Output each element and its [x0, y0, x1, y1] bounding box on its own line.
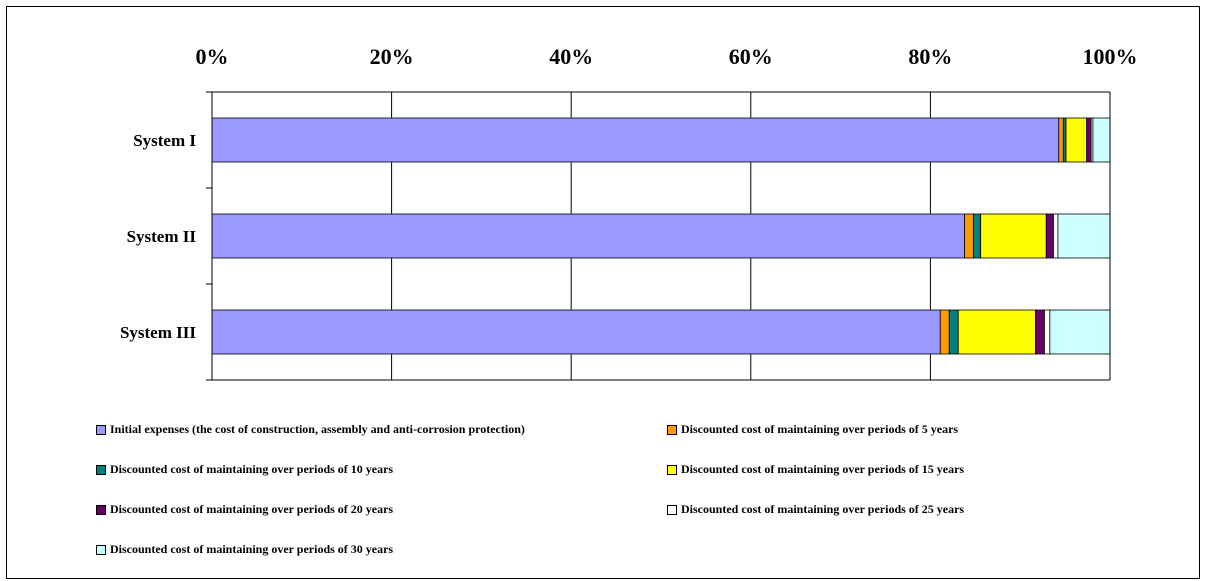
- bar-segment: [1049, 309, 1111, 355]
- x-tick-label: 100%: [1083, 44, 1138, 69]
- bar-segment: [939, 309, 950, 355]
- bar-segment: [1035, 309, 1045, 355]
- x-tick-label: 0%: [196, 44, 229, 69]
- x-tick-label: 60%: [729, 44, 773, 69]
- bar-segment: [211, 309, 941, 355]
- bar-segment: [948, 309, 959, 355]
- bar-segment: [1045, 213, 1054, 259]
- bar-segment: [211, 117, 1060, 163]
- category-label: System III: [120, 323, 196, 342]
- x-tick-label: 40%: [549, 44, 593, 69]
- bar-segment: [1065, 117, 1088, 163]
- category-label: System I: [133, 131, 196, 150]
- bar-segment: [1092, 117, 1111, 163]
- bar-segment: [1058, 117, 1064, 163]
- bar-segment: [973, 213, 982, 259]
- bar-segment: [1086, 117, 1092, 163]
- category-label: System II: [127, 227, 197, 246]
- bar-segment: [1053, 213, 1059, 259]
- bar-segment: [1062, 117, 1067, 163]
- x-tick-label: 80%: [908, 44, 952, 69]
- bar-segment: [211, 213, 965, 259]
- bar-segment: [980, 213, 1047, 259]
- bar-segment: [957, 309, 1036, 355]
- x-tick-label: 20%: [370, 44, 414, 69]
- bar-segment: [1044, 309, 1051, 355]
- bar-segment: [1057, 213, 1111, 259]
- bar-segment: [964, 213, 974, 259]
